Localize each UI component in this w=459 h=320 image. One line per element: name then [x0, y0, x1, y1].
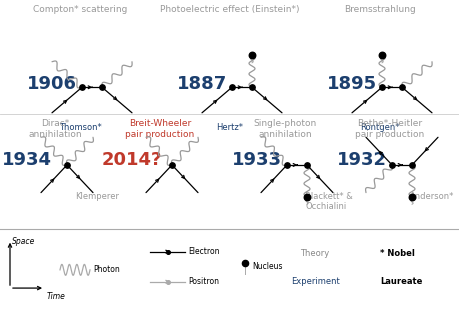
Text: * Nobel: * Nobel [379, 249, 414, 258]
Point [163, 249, 171, 254]
Point [248, 53, 255, 58]
Text: 1933: 1933 [231, 151, 281, 169]
Point [63, 162, 71, 167]
Text: 1906: 1906 [27, 75, 77, 93]
Text: Bremsstrahlung: Bremsstrahlung [343, 5, 415, 14]
Text: Laureate: Laureate [379, 277, 421, 286]
Text: 2014?: 2014? [101, 151, 162, 169]
Text: Bethe*-Heitler
pair production: Bethe*-Heitler pair production [355, 119, 424, 139]
Text: Dirac*
annihilation: Dirac* annihilation [28, 119, 82, 139]
Text: Thomson*: Thomson* [58, 124, 101, 132]
Text: Anderson*: Anderson* [409, 192, 453, 201]
Point [228, 85, 235, 90]
Text: Electron: Electron [188, 247, 219, 256]
Text: Space: Space [12, 237, 35, 246]
Text: Röntgen*: Röntgen* [359, 124, 399, 132]
Point [283, 162, 290, 167]
Text: 1934: 1934 [2, 151, 52, 169]
Point [241, 261, 248, 266]
Point [168, 162, 175, 167]
Text: Klemperer: Klemperer [75, 192, 119, 201]
Text: Photon: Photon [93, 265, 119, 274]
Text: 1895: 1895 [326, 75, 376, 93]
Point [248, 85, 255, 90]
Point [78, 85, 85, 90]
Text: Photoelectric effect (Einstein*): Photoelectric effect (Einstein*) [160, 5, 299, 14]
Text: Blackett* &
Occhialini: Blackett* & Occhialini [304, 192, 352, 211]
Text: Breit-Wheeler
pair production: Breit-Wheeler pair production [125, 119, 194, 139]
Text: Time: Time [47, 292, 66, 301]
Point [377, 85, 385, 90]
Text: Theory: Theory [300, 249, 329, 258]
Text: Experiment: Experiment [290, 277, 339, 286]
Point [163, 279, 171, 284]
Text: 1932: 1932 [336, 151, 386, 169]
Point [408, 194, 415, 199]
Text: Nucleus: Nucleus [252, 262, 282, 271]
Point [302, 194, 310, 199]
Text: Compton* scattering: Compton* scattering [33, 5, 127, 14]
Point [397, 85, 405, 90]
Text: Positron: Positron [188, 277, 218, 286]
Point [408, 162, 415, 167]
Text: Hertz*: Hertz* [216, 124, 243, 132]
Point [387, 162, 395, 167]
Point [377, 53, 385, 58]
Text: 1887: 1887 [177, 75, 227, 93]
Text: Single-photon
annihilation: Single-photon annihilation [253, 119, 316, 139]
Point [302, 162, 310, 167]
Point [98, 85, 106, 90]
